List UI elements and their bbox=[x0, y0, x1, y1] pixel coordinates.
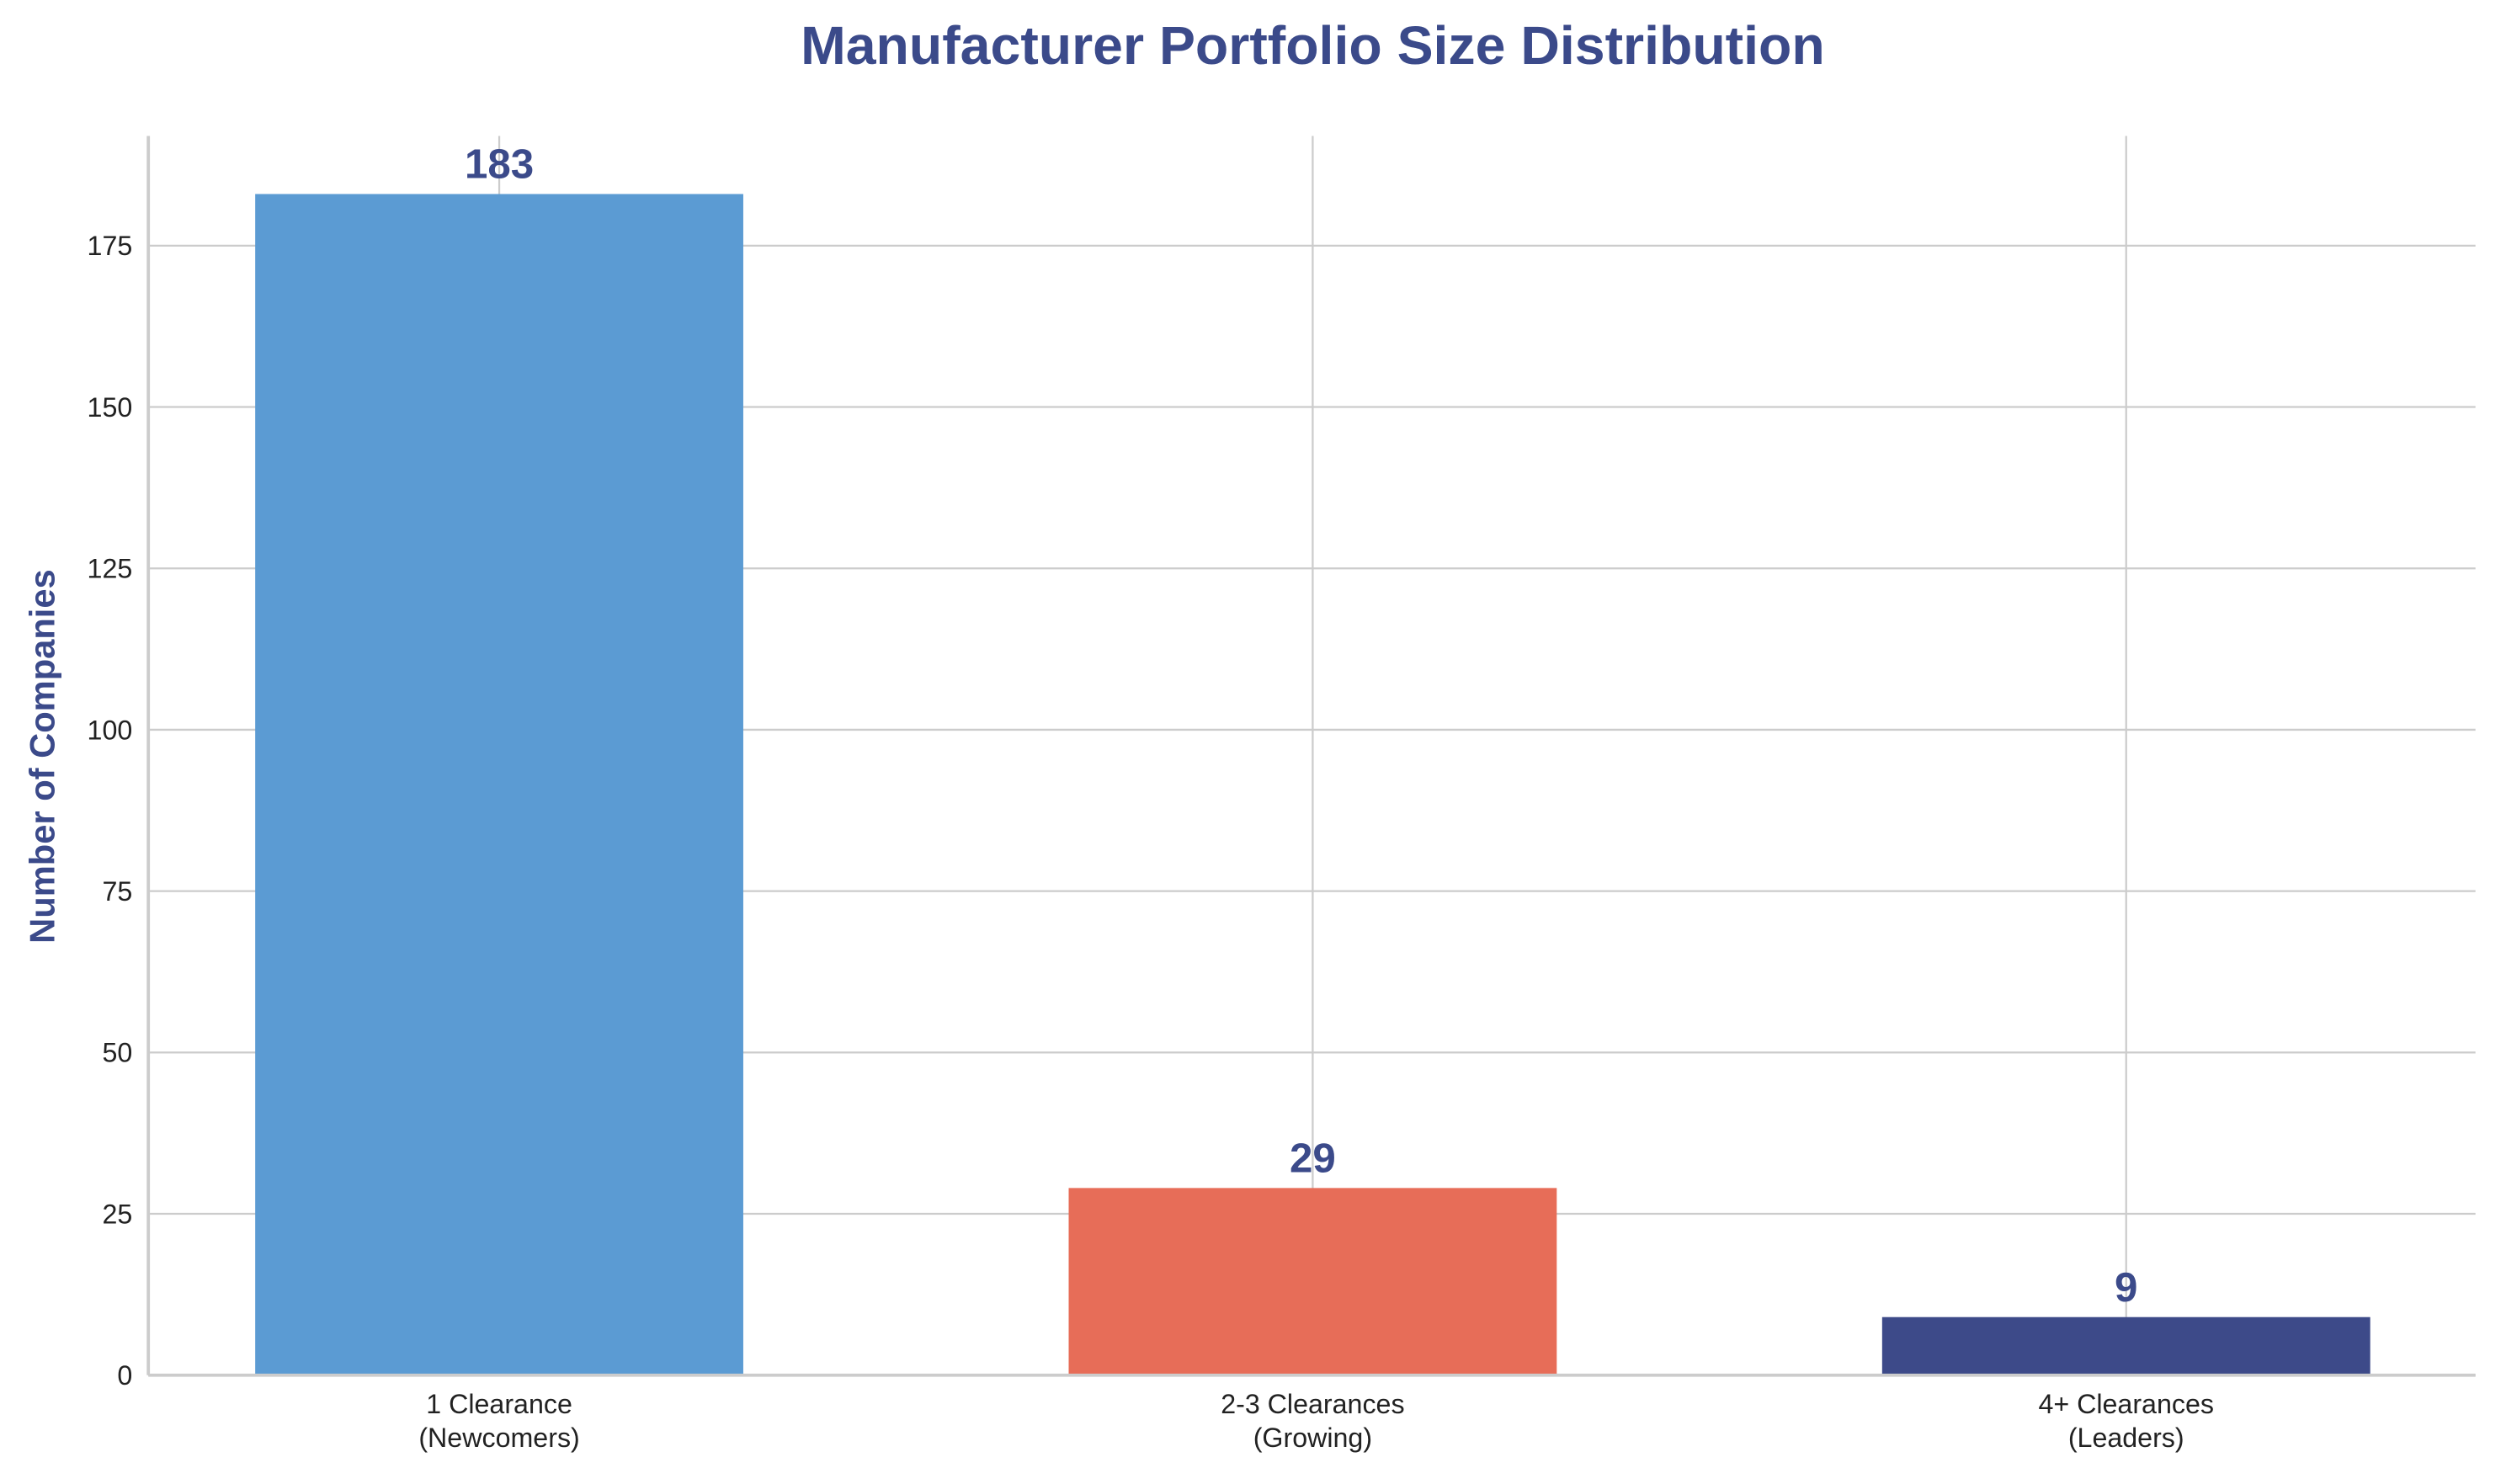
y-tick-label: 125 bbox=[88, 554, 133, 584]
y-tick-label: 175 bbox=[88, 231, 133, 261]
bar bbox=[1881, 1316, 2371, 1375]
y-tick-label: 75 bbox=[102, 876, 132, 907]
y-tick-label: 50 bbox=[102, 1038, 132, 1068]
data-label: 9 bbox=[2115, 1264, 2137, 1311]
x-tick-label: 2-3 Clearances (Growing) bbox=[1221, 1389, 1404, 1453]
data-label: 183 bbox=[465, 141, 534, 188]
chart-title: Manufacturer Portfolio Size Distribution bbox=[801, 15, 1825, 76]
bars bbox=[255, 194, 2371, 1375]
axes bbox=[146, 136, 2476, 1377]
x-tick-label: 4+ Clearances (Leaders) bbox=[2038, 1389, 2214, 1453]
y-tick-label: 0 bbox=[117, 1360, 132, 1391]
y-tick-label: 150 bbox=[88, 392, 133, 423]
labels: 0 25 50 75 100 125 150 175 183 1 Clearance (Newcom… bbox=[88, 141, 2214, 1453]
data-label: 29 bbox=[1290, 1135, 1336, 1181]
bar bbox=[255, 194, 743, 1375]
x-tick-label: 1 Clearance (Newcomers) bbox=[418, 1389, 579, 1453]
y-tick-label: 25 bbox=[102, 1199, 132, 1229]
y-axis-label: Number of Companies bbox=[22, 569, 61, 944]
y-tick-label: 100 bbox=[88, 715, 133, 745]
bar bbox=[1068, 1188, 1557, 1375]
